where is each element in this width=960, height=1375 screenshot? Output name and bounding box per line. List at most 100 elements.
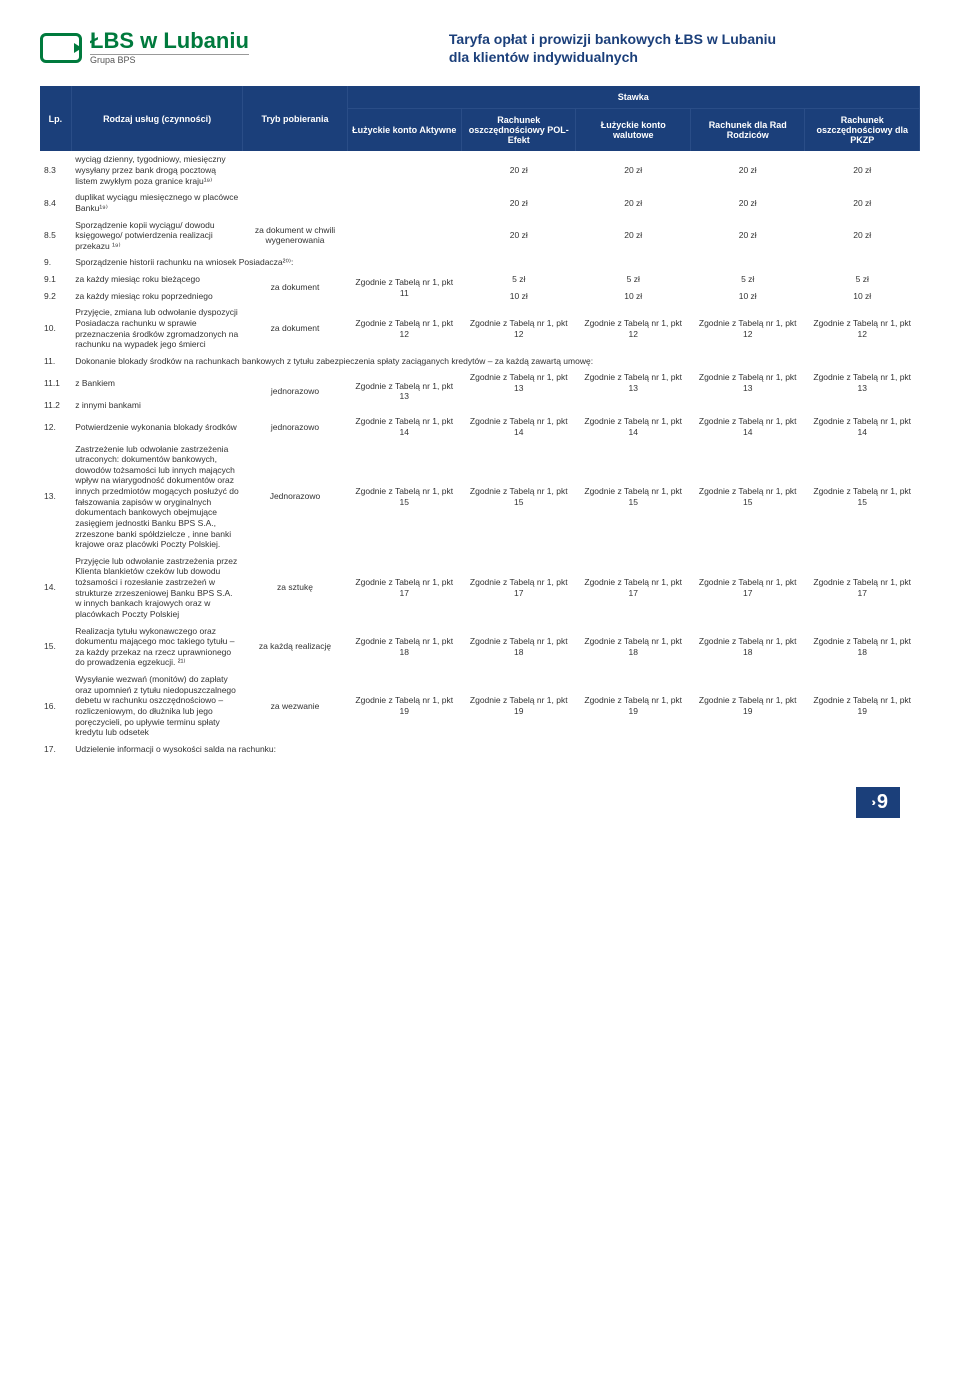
cell-lp: 17.: [40, 741, 71, 758]
cell-lp: 15.: [40, 623, 71, 672]
cell-desc: Sporządzenie kopii wyciągu/ dowodu księg…: [71, 217, 243, 255]
cell-lp: 9.: [40, 254, 71, 271]
head-lp: Lp.: [40, 86, 71, 151]
cell-lp: 8.5: [40, 217, 71, 255]
cell-value: Zgodnie z Tabelą nr 1, pkt 18: [690, 623, 804, 672]
cell-value: 5 zł: [576, 271, 690, 288]
table-row: 13.Zastrzeżenie lub odwołanie zastrzeżen…: [40, 441, 920, 553]
cell-value: 5 zł: [805, 271, 920, 288]
cell-tryb: za sztukę: [243, 553, 347, 623]
cell-desc-span: Udzielenie informacji o wysokości salda …: [71, 741, 919, 758]
logo-main-text: ŁBS w Lubaniu: [90, 30, 249, 52]
cell-value: 20 zł: [462, 189, 576, 216]
cell-value: Zgodnie z Tabelą nr 1, pkt 14: [805, 413, 920, 440]
cell-value: Zgodnie z Tabelą nr 1, pkt 11: [347, 271, 461, 304]
cell-desc: Realizacja tytułu wykonawczego oraz doku…: [71, 623, 243, 672]
table-row: 8.5Sporządzenie kopii wyciągu/ dowodu ks…: [40, 217, 920, 255]
cell-tryb: [243, 189, 347, 216]
cell-value: Zgodnie z Tabelą nr 1, pkt 13: [462, 369, 576, 396]
cell-value: 10 zł: [462, 288, 576, 305]
cell-value: Zgodnie z Tabelą nr 1, pkt 15: [805, 441, 920, 553]
cell-value: Zgodnie z Tabelą nr 1, pkt 19: [576, 671, 690, 741]
cell-value: Zgodnie z Tabelą nr 1, pkt 19: [690, 671, 804, 741]
cell-value: 10 zł: [690, 288, 804, 305]
cell-value: 20 zł: [805, 151, 920, 189]
cell-value: 20 zł: [576, 151, 690, 189]
table-row: 12.Potwierdzenie wykonania blokady środk…: [40, 413, 920, 440]
logo-sub-text: Grupa BPS: [90, 54, 249, 65]
cell-value: Zgodnie z Tabelą nr 1, pkt 12: [462, 304, 576, 353]
table-row: 17.Udzielenie informacji o wysokości sal…: [40, 741, 920, 758]
cell-value: Zgodnie z Tabelą nr 1, pkt 12: [690, 304, 804, 353]
cell-value: Zgodnie z Tabelą nr 1, pkt 18: [347, 623, 461, 672]
cell-value: Zgodnie z Tabelą nr 1, pkt 14: [462, 413, 576, 440]
cell-value: 10 zł: [576, 288, 690, 305]
cell-value: Zgodnie z Tabelą nr 1, pkt 15: [576, 441, 690, 553]
table-row: 9.1za każdy miesiąc roku bieżącegoza dok…: [40, 271, 920, 288]
table-row: 8.4duplikat wyciągu miesięcznego w placó…: [40, 189, 920, 216]
cell-value: 5 zł: [690, 271, 804, 288]
cell-value: Zgodnie z Tabelą nr 1, pkt 13: [690, 369, 804, 396]
cell-tryb: jednorazowo: [243, 369, 347, 413]
cell-value: Zgodnie z Tabelą nr 1, pkt 13: [805, 369, 920, 396]
document-title: Taryfa opłat i prowizji bankowych ŁBS w …: [449, 30, 776, 66]
cell-tryb: Jednorazowo: [243, 441, 347, 553]
head-rodzaj: Rodzaj usług (czynności): [71, 86, 243, 151]
cell-value: Zgodnie z Tabelą nr 1, pkt 14: [347, 413, 461, 440]
head-col4: Rachunek dla Rad Rodziców: [690, 109, 804, 152]
cell-lp: 8.4: [40, 189, 71, 216]
cell-value: Zgodnie z Tabelą nr 1, pkt 12: [805, 304, 920, 353]
head-tryb: Tryb pobierania: [243, 86, 347, 151]
cell-value: 5 zł: [462, 271, 576, 288]
cell-lp: 13.: [40, 441, 71, 553]
cell-value: [462, 397, 576, 414]
cell-value: Zgodnie z Tabelą nr 1, pkt 14: [690, 413, 804, 440]
head-col3: Łużyckie konto walutowe: [576, 109, 690, 152]
cell-desc-span: Sporządzenie historii rachunku na wniose…: [71, 254, 919, 271]
cell-desc: za każdy miesiąc roku bieżącego: [71, 271, 243, 288]
cell-value: Zgodnie z Tabelą nr 1, pkt 18: [576, 623, 690, 672]
cell-value: Zgodnie z Tabelą nr 1, pkt 19: [347, 671, 461, 741]
table-body: 8.3wyciąg dzienny, tygodniowy, miesięczn…: [40, 151, 920, 757]
table-row: 9.2za każdy miesiąc roku poprzedniego10 …: [40, 288, 920, 305]
cell-lp: 16.: [40, 671, 71, 741]
cell-value: [347, 189, 461, 216]
chevron-right-icon: ››: [872, 797, 873, 809]
cell-tryb: za dokument: [243, 304, 347, 353]
cell-value: Zgodnie z Tabelą nr 1, pkt 17: [805, 553, 920, 623]
cell-value: Zgodnie z Tabelą nr 1, pkt 17: [462, 553, 576, 623]
cell-value: Zgodnie z Tabelą nr 1, pkt 17: [690, 553, 804, 623]
table-row: 8.3wyciąg dzienny, tygodniowy, miesięczn…: [40, 151, 920, 189]
cell-value: Zgodnie z Tabelą nr 1, pkt 19: [805, 671, 920, 741]
fees-table: Lp. Rodzaj usług (czynności) Tryb pobier…: [40, 86, 920, 757]
cell-tryb: za wezwanie: [243, 671, 347, 741]
cell-value: Zgodnie z Tabelą nr 1, pkt 19: [462, 671, 576, 741]
cell-value: 20 zł: [690, 217, 804, 255]
cell-tryb: za każdą realizację: [243, 623, 347, 672]
cell-desc: Wysyłanie wezwań (monitów) do zapłaty or…: [71, 671, 243, 741]
table-row: 11.Dokonanie blokady środków na rachunka…: [40, 353, 920, 370]
cell-value: 20 zł: [462, 217, 576, 255]
cell-value: 20 zł: [805, 189, 920, 216]
cell-value: 20 zł: [576, 217, 690, 255]
logo: ŁBS w Lubaniu Grupa BPS: [40, 30, 249, 65]
cell-desc: Przyjęcie, zmiana lub odwołanie dyspozyc…: [71, 304, 243, 353]
cell-tryb: [243, 151, 347, 189]
cell-value: Zgodnie z Tabelą nr 1, pkt 15: [347, 441, 461, 553]
logo-icon: [40, 33, 82, 63]
header: ŁBS w Lubaniu Grupa BPS Taryfa opłat i p…: [40, 30, 920, 66]
table-head: Lp. Rodzaj usług (czynności) Tryb pobier…: [40, 86, 920, 151]
cell-value: Zgodnie z Tabelą nr 1, pkt 12: [576, 304, 690, 353]
cell-value: Zgodnie z Tabelą nr 1, pkt 17: [576, 553, 690, 623]
cell-desc: Potwierdzenie wykonania blokady środków: [71, 413, 243, 440]
cell-value: Zgodnie z Tabelą nr 1, pkt 13: [576, 369, 690, 396]
logo-arrow-icon: [74, 43, 82, 53]
cell-tryb: jednorazowo: [243, 413, 347, 440]
cell-lp: 11.1: [40, 369, 71, 396]
logo-text: ŁBS w Lubaniu Grupa BPS: [90, 30, 249, 65]
cell-value: 10 zł: [805, 288, 920, 305]
cell-value: Zgodnie z Tabelą nr 1, pkt 18: [805, 623, 920, 672]
cell-value: Zgodnie z Tabelą nr 1, pkt 13: [347, 369, 461, 413]
cell-desc: Zastrzeżenie lub odwołanie zastrzeżenia …: [71, 441, 243, 553]
title-line-1: Taryfa opłat i prowizji bankowych ŁBS w …: [449, 30, 776, 48]
